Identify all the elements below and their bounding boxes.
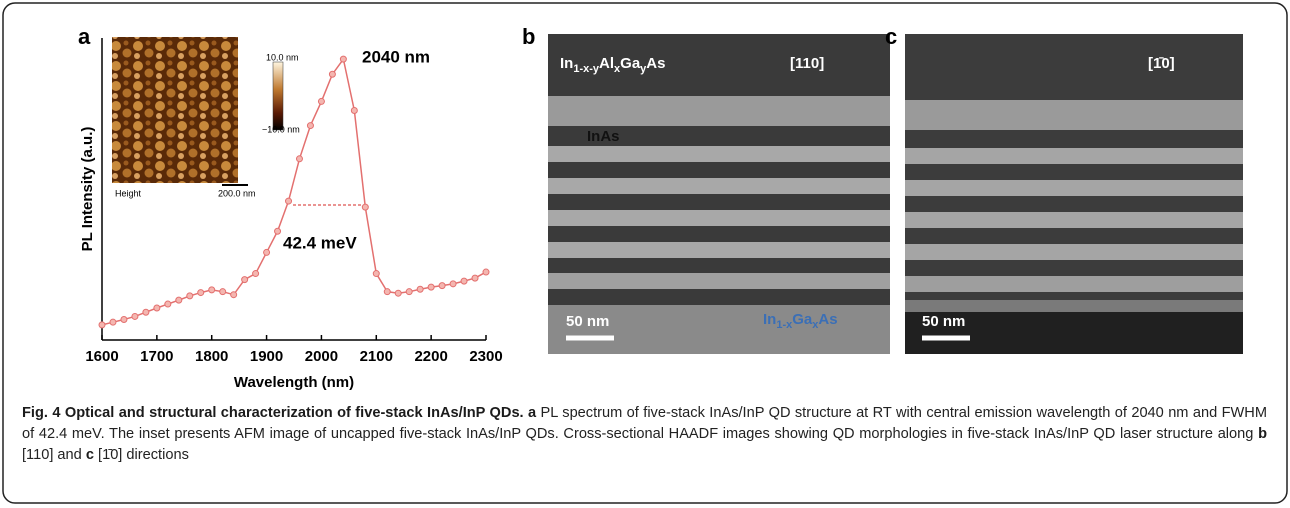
data-point [317,97,325,105]
x-tick-label: 1800 [195,348,228,365]
direction-label: [110] [790,55,824,72]
data-point [109,318,117,326]
data-point [263,248,271,256]
inset-caption: Height [115,188,142,198]
data-point [306,122,314,130]
data-point [339,55,347,63]
data-point [142,308,150,316]
caption-text: a [528,405,537,421]
data-point [350,106,358,114]
data-point [361,203,369,211]
caption-text: Fig. 4 Optical and structural characteri… [22,405,524,421]
text: Ga [620,55,641,72]
caption-text: [1̄0] directions [93,447,189,463]
data-point [131,312,139,320]
colorbar-min: −10.0 nm [262,124,300,134]
direction-label: [1̄0] [1148,55,1175,72]
text: In [560,55,573,72]
panel-label: a [78,24,91,49]
data-point [405,288,413,296]
scale-label: 50 nm [566,313,609,330]
scale-label: 50 nm [922,313,965,330]
data-point [285,197,293,205]
data-point [328,70,336,78]
y-axis-label: PL Intensity (a.u.) [79,127,96,252]
text: As [818,311,837,328]
colorbar [272,61,284,131]
caption: Fig. 4 Optical and structural characteri… [22,403,1267,466]
inset-scale-label: 200.0 nm [218,188,256,198]
data-point [394,289,402,297]
data-point [230,291,238,299]
caption-text: [110] and [22,447,86,463]
subscript: x [812,319,819,331]
subscript: 1-x [776,319,793,331]
layer-label: In1-xGaxAs [763,311,838,331]
text: Ga [792,311,813,328]
data-point [383,288,391,296]
data-point [449,280,457,288]
subscript: 1-x-y [573,63,600,75]
x-tick-label: 2100 [360,348,393,365]
text: In [763,311,776,328]
subscript: y [640,63,647,75]
x-tick-label: 1700 [140,348,173,365]
x-tick-label: 1900 [250,348,283,365]
data-point [120,315,128,323]
layer-label: In1-x-yAlxGayAs [560,55,665,75]
data-point [252,270,260,278]
text: As [646,55,665,72]
data-point [241,276,249,284]
data-point [208,286,216,294]
data-point [295,155,303,163]
data-point [471,274,479,282]
data-point [482,268,490,276]
x-tick-label: 2300 [469,348,502,365]
x-tick-label: 2200 [414,348,447,365]
data-point [416,285,424,293]
x-axis-label: Wavelength (nm) [234,374,354,391]
x-tick-label: 2000 [305,348,338,365]
chart-panel: 1600 1700 1800 1900 2000 2100 2200 2300 Waveleng… [79,38,503,391]
data-point [460,277,468,285]
data-point [153,304,161,312]
subscript: x [614,63,621,75]
data-point [274,227,282,235]
data-point [427,283,435,291]
layer-label: InAs [587,128,620,145]
data-point [186,292,194,300]
caption-text: PL spectrum of five-stack InAs/InP QD st… [22,405,1268,442]
panel-label: c [885,24,897,49]
data-point [438,282,446,290]
data-point [372,270,380,278]
data-point [175,296,183,304]
annotation: 42.4 meV [283,233,357,252]
colorbar-max: 10.0 nm [266,52,299,62]
data-point [98,321,106,329]
caption-text: c [85,447,94,463]
tem-image [905,34,1243,354]
afm-image [112,37,238,183]
tem-image [548,34,890,354]
x-tick-label: 1600 [85,348,118,365]
text: Al [599,55,614,72]
data-point [164,300,172,308]
data-point [219,288,227,296]
panel-label: b [522,24,535,49]
data-point [197,289,205,297]
annotation: 2040 nm [362,47,430,66]
caption-text: b [1258,426,1267,442]
